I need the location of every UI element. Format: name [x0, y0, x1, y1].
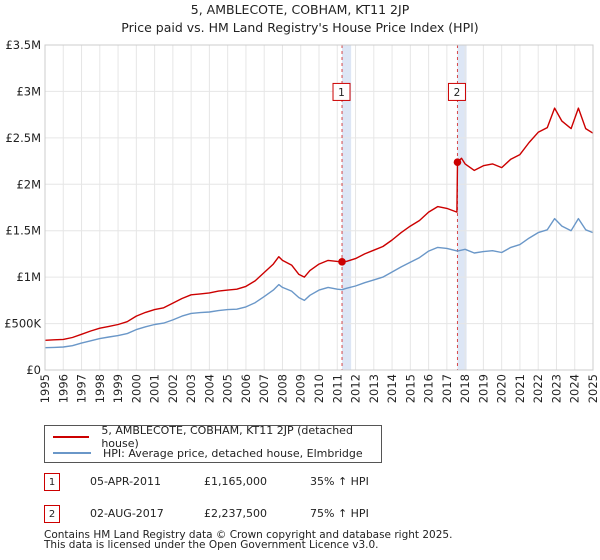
x-tick-label: 2003: [184, 374, 198, 403]
x-tick-label: 2013: [367, 374, 381, 403]
y-tick-label: £0: [26, 363, 41, 377]
x-tick-label: 1995: [38, 374, 52, 403]
x-tick-label: 2021: [513, 374, 527, 403]
x-tick-label: 2017: [440, 374, 454, 403]
x-tick-label: 1999: [111, 374, 125, 403]
plot-frame: [44, 44, 594, 371]
legend-label-hpi: HPI: Average price, detached house, Elmb…: [103, 446, 363, 460]
sale-marker-box-1: [332, 82, 351, 101]
sale-point-2: [453, 158, 462, 167]
sale-date-2: 02-AUG-2017: [90, 507, 164, 520]
sale-row-1: 1 05-APR-2011 £1,165,000 35% ↑ HPI: [44, 473, 384, 493]
y-tick-label: £500K: [4, 317, 41, 331]
x-tick-label: 2014: [385, 374, 399, 403]
legend-swatch-property: [53, 436, 90, 438]
x-tick-label: 2002: [166, 374, 180, 403]
x-tick-label: 2004: [202, 374, 216, 403]
x-tick-label: 1996: [56, 374, 70, 403]
sale-price-1: £1,165,000: [204, 475, 267, 488]
sale-marker-box-2: [447, 82, 466, 101]
chart-title: 5, AMBLECOTE, COBHAM, KT11 2JP: [191, 2, 410, 17]
y-tick-label: £1.5M: [5, 224, 41, 238]
legend-swatch-hpi: [53, 452, 91, 454]
y-tick-label: £2.5M: [5, 131, 41, 145]
x-tick-label: 2012: [349, 374, 363, 403]
legend-item-hpi: HPI: Average price, detached house, Elmb…: [53, 445, 363, 461]
x-tick-label: 2016: [422, 374, 436, 403]
sale-marker-label-1: 1: [338, 87, 345, 99]
x-tick-label: 2005: [221, 374, 235, 403]
sale-badge-2: 2: [44, 505, 60, 523]
series-line-hpi: [44, 217, 594, 349]
series-line-property: [44, 107, 594, 341]
legend-label-property: 5, AMBLECOTE, COBHAM, KT11 2JP (detached…: [101, 424, 353, 450]
footer-licence: This data is licensed under the Open Gov…: [44, 539, 379, 551]
x-tick-label: 1997: [75, 374, 89, 403]
footer-copyright: Contains HM Land Registry data © Crown c…: [44, 529, 453, 541]
x-tick-label: 2006: [239, 374, 253, 403]
sale-hpi-2: 75% ↑ HPI: [310, 507, 369, 520]
x-tick-label: 2024: [568, 374, 582, 403]
x-tick-label: 2015: [403, 374, 417, 403]
x-tick-label: 2018: [458, 374, 472, 403]
x-tick-label: 2001: [148, 374, 162, 403]
x-tick-label: 2019: [476, 374, 490, 403]
x-tick-label: 2009: [294, 374, 308, 403]
x-tick-label: 2011: [330, 374, 344, 403]
sale-date-1: 05-APR-2011: [90, 475, 162, 488]
y-tick-label: £1M: [16, 270, 41, 284]
x-tick-label: 2023: [549, 374, 563, 403]
y-tick-label: £3M: [16, 84, 41, 98]
x-tick-label: 2020: [495, 374, 509, 403]
sale-price-2: £2,237,500: [204, 507, 267, 520]
x-tick-label: 2008: [275, 374, 289, 403]
x-tick-label: 2022: [531, 374, 545, 403]
x-tick-label: 1998: [93, 374, 107, 403]
chart-subtitle: Price paid vs. HM Land Registry's House …: [121, 20, 478, 35]
x-tick-label: 2000: [129, 374, 143, 403]
sale-badge-1: 1: [44, 473, 60, 491]
legend: 5, AMBLECOTE, COBHAM, KT11 2JP (detached…: [44, 424, 382, 463]
x-tick-label: 2010: [312, 374, 326, 403]
sale-band-2: [457, 45, 467, 370]
sale-row-2: 2 02-AUG-2017 £2,237,500 75% ↑ HPI: [44, 505, 384, 525]
price-chart: 5, AMBLECOTE, COBHAM, KT11 2JP Price pai…: [4, 2, 600, 403]
sale-hpi-1: 35% ↑ HPI: [310, 475, 369, 488]
footer: Contains HM Land Registry data © Crown c…: [44, 529, 453, 551]
legend-item-property: 5, AMBLECOTE, COBHAM, KT11 2JP (detached…: [53, 424, 381, 450]
sale-point-1: [338, 258, 346, 266]
x-tick-label: 2007: [257, 374, 271, 403]
y-tick-label: £2M: [16, 177, 41, 191]
sale-band-1: [342, 45, 352, 370]
sale-marker-label-2: 2: [454, 87, 461, 99]
y-tick-label: £3.5M: [5, 38, 41, 52]
x-tick-label: 2025: [586, 374, 600, 403]
